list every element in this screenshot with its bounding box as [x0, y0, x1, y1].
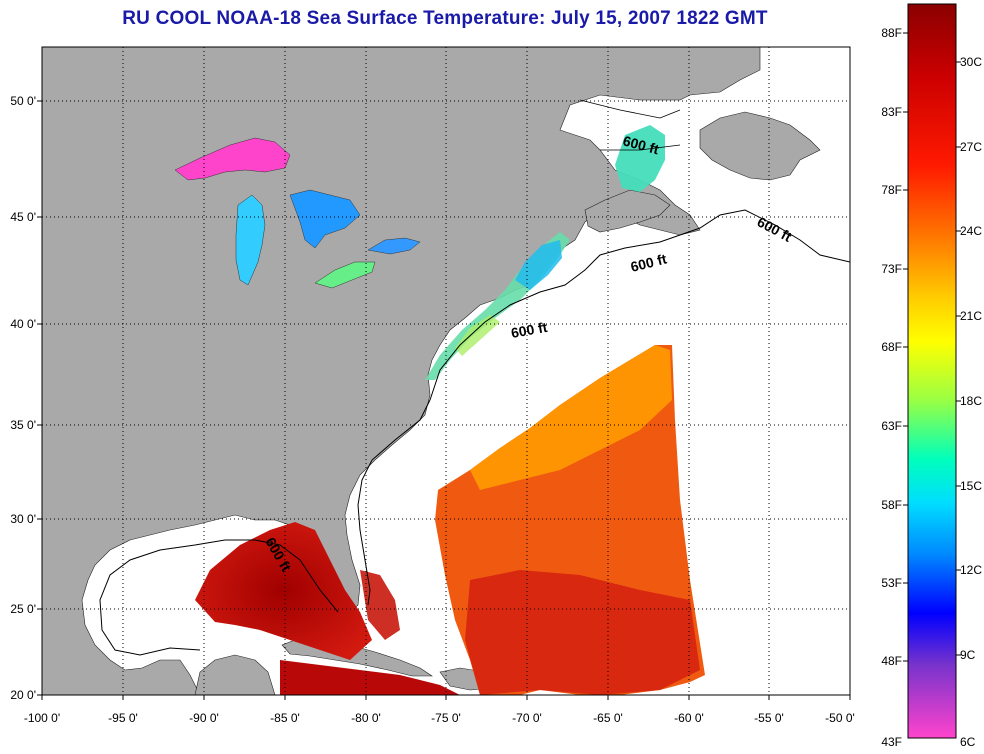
lat-lon-grid: [42, 47, 850, 695]
isobath-label-mid-atlantic: 600 ft: [510, 319, 549, 341]
lat-tick-label: 40 0': [10, 317, 36, 331]
lon-tick-label: -55 0': [754, 711, 784, 725]
colorbar-c-label: 6C: [960, 735, 976, 749]
colorbar-f-label: 63F: [881, 419, 902, 433]
colorbar-f-label: 78F: [881, 183, 902, 197]
newfoundland-land: [699, 111, 821, 181]
map-title: RU COOL NOAA-18 Sea Surface Temperature:…: [122, 8, 768, 29]
lon-tick-label: -65 0': [593, 711, 623, 725]
colorbar-c-label: 18C: [960, 394, 982, 408]
colorbar-f-label: 83F: [881, 105, 902, 119]
colorbar-f-label: 43F: [881, 735, 902, 749]
colorbar-c-label: 27C: [960, 140, 982, 154]
gulf-of-mexico-sst: [195, 522, 372, 660]
isobath-line-gulf: [99, 539, 339, 656]
atlantic-swath-north-sst: [470, 345, 672, 490]
lon-tick-label: -60 0': [674, 711, 704, 725]
colorbar-c-label: 15C: [960, 479, 982, 493]
lake-huron-sst: [289, 189, 361, 249]
lon-tick-label: -95 0': [108, 711, 138, 725]
lon-tick-label: -50 0': [825, 711, 855, 725]
gulf-st-lawrence-sst: [615, 125, 665, 192]
lon-tick-labels: -100 0' -95 0' -90 0' -85 0' -80 0' -75 …: [24, 711, 855, 725]
colorbar: [907, 3, 957, 739]
yucatan-land: [194, 654, 276, 695]
lat-tick-label: 25 0': [10, 602, 36, 616]
colorbar-c-label: 12C: [960, 563, 982, 577]
colorbar-f-label: 73F: [881, 262, 902, 276]
colorbar-ticks: [903, 32, 961, 662]
axis-ticks: [37, 100, 851, 700]
lon-tick-label: -100 0': [24, 711, 60, 725]
south-new-england-sst: [455, 315, 500, 356]
colorbar-f-label: 53F: [881, 576, 902, 590]
lat-tick-label: 50 0': [10, 94, 36, 108]
lake-ontario-sst: [367, 237, 421, 255]
isobath-line-southeast: [357, 399, 431, 606]
gulf-of-maine-sst: [515, 240, 562, 290]
colorbar-c-label: 30C: [960, 55, 982, 69]
isobath-line-gulf-st-lawrence: [579, 99, 681, 151]
lat-tick-label: 20 0': [10, 688, 36, 702]
colorbar-c-label: 24C: [960, 224, 982, 238]
lat-tick-label: 35 0': [10, 418, 36, 432]
colorbar-f-label: 88F: [881, 26, 902, 40]
isobath-line-northeast: [429, 209, 850, 401]
lat-tick-label: 30 0': [10, 512, 36, 526]
caribbean-sst: [280, 660, 460, 695]
colorbar-f-label: 68F: [881, 340, 902, 354]
lon-tick-label: -85 0': [270, 711, 300, 725]
atlantic-swath-south-sst: [465, 570, 700, 695]
lon-tick-label: -80 0': [351, 711, 381, 725]
lake-erie-sst: [314, 261, 376, 289]
colorbar-fahrenheit-labels: 88F 83F 78F 73F 68F 63F 58F 53F 48F 43F: [881, 26, 902, 749]
map-layers: [42, 47, 850, 695]
colorbar-c-label: 9C: [960, 648, 976, 662]
nova-scotia-land: [584, 189, 671, 233]
colorbar-f-label: 58F: [881, 498, 902, 512]
lon-tick-label: -75 0': [431, 711, 461, 725]
colorbar-celsius-labels: 30C 27C 24C 21C 18C 15C 12C 9C 6C: [960, 55, 982, 749]
colorbar-c-label: 21C: [960, 309, 982, 323]
north-america-land: [42, 47, 761, 695]
lon-tick-label: -70 0': [512, 711, 542, 725]
lat-tick-label: 45 0': [10, 210, 36, 224]
colorbar-f-label: 48F: [881, 654, 902, 668]
lake-michigan-sst: [235, 194, 266, 286]
lon-tick-label: -90 0': [189, 711, 219, 725]
lat-tick-labels: 20 0' 25 0' 30 0' 35 0' 40 0' 45 0' 50 0…: [10, 94, 36, 702]
